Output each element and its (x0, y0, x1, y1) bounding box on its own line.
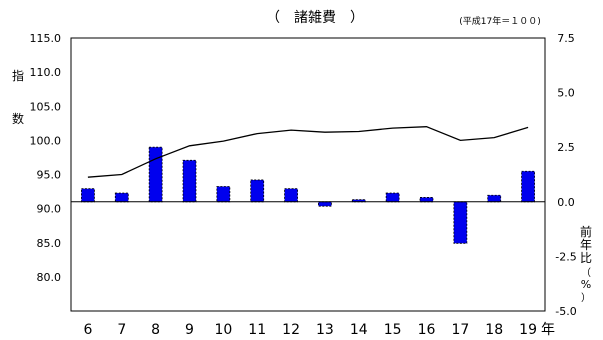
x-tick-label: 15 (384, 322, 402, 338)
right-tick-label: -5.0 (555, 305, 576, 318)
base-note: (平成17年＝１００) (459, 15, 540, 27)
right-axis-ticks: -5.0 -2.5 0.0 2.5 5.0 7.5 (555, 32, 576, 318)
x-tick-label: 17 (451, 322, 469, 338)
left-axis-ticks: 80.0 85.0 90.0 95.0 100.0 105.0 110.0 115.0 (30, 32, 62, 284)
x-tick-label: 13 (316, 322, 334, 338)
right-tick-label: 7.5 (557, 32, 575, 45)
x-axis-unit: 年 (541, 322, 555, 338)
x-tick-label: 10 (214, 322, 232, 338)
left-tick-label: 100.0 (30, 134, 62, 147)
change-bar (148, 146, 163, 203)
index-line (87, 126, 529, 178)
left-axis-label-char: 指 (12, 68, 24, 83)
right-tick-label: 2.5 (557, 141, 575, 154)
right-axis-label-char: % (581, 278, 591, 291)
right-tick-label: -2.5 (555, 250, 576, 263)
right-axis-label-char: ） (581, 292, 591, 304)
change-bar (419, 197, 434, 203)
right-tick-label: 5.0 (557, 87, 575, 100)
left-tick-label: 90.0 (37, 203, 62, 216)
x-tick-label: 6 (83, 322, 92, 338)
left-tick-label: 105.0 (30, 100, 62, 113)
x-tick-label: 9 (185, 322, 194, 338)
change-bar (182, 159, 197, 203)
change-bar (318, 201, 332, 207)
change-bar (216, 186, 231, 203)
plot-frame (70, 37, 546, 312)
left-axis-label-char: 数 (12, 111, 24, 126)
right-tick-label: 0.0 (557, 196, 575, 209)
x-tick-label: 16 (418, 322, 436, 338)
x-tick-label: 11 (248, 322, 266, 338)
right-axis-label-char: （ (581, 267, 591, 279)
x-tick-label: 12 (282, 322, 300, 338)
left-tick-label: 115.0 (30, 32, 62, 45)
chart-title: （ 諸雑費 ） (266, 10, 364, 26)
x-tick-label: 8 (151, 322, 160, 338)
change-bar (114, 192, 129, 203)
change-bar (385, 192, 400, 203)
change-bar (284, 188, 298, 203)
x-tick-label: 7 (117, 322, 126, 338)
change-bar (521, 170, 535, 203)
change-bar (81, 188, 95, 203)
left-tick-label: 95.0 (37, 169, 62, 182)
right-axis-label: 前年比 （%） (580, 224, 592, 304)
x-axis-ticks: 6 7 8 9 10 11 12 13 14 15 16 17 18 19 (83, 322, 537, 338)
x-tick-label: 19 (519, 322, 537, 338)
change-bar (250, 179, 265, 203)
right-axis-label-char: 比 (580, 251, 592, 265)
x-tick-label: 14 (350, 322, 368, 338)
change-bar (453, 201, 468, 244)
x-tick-label: 18 (485, 322, 503, 338)
left-axis-label: 指数 (12, 68, 24, 126)
left-tick-label: 80.0 (37, 271, 62, 284)
right-axis-label-char: 年 (580, 238, 592, 252)
right-axis-label-char: 前 (580, 224, 592, 239)
left-tick-label: 85.0 (37, 237, 62, 250)
change-bars (81, 146, 535, 244)
left-tick-label: 110.0 (30, 66, 62, 79)
change-bar (487, 194, 502, 203)
